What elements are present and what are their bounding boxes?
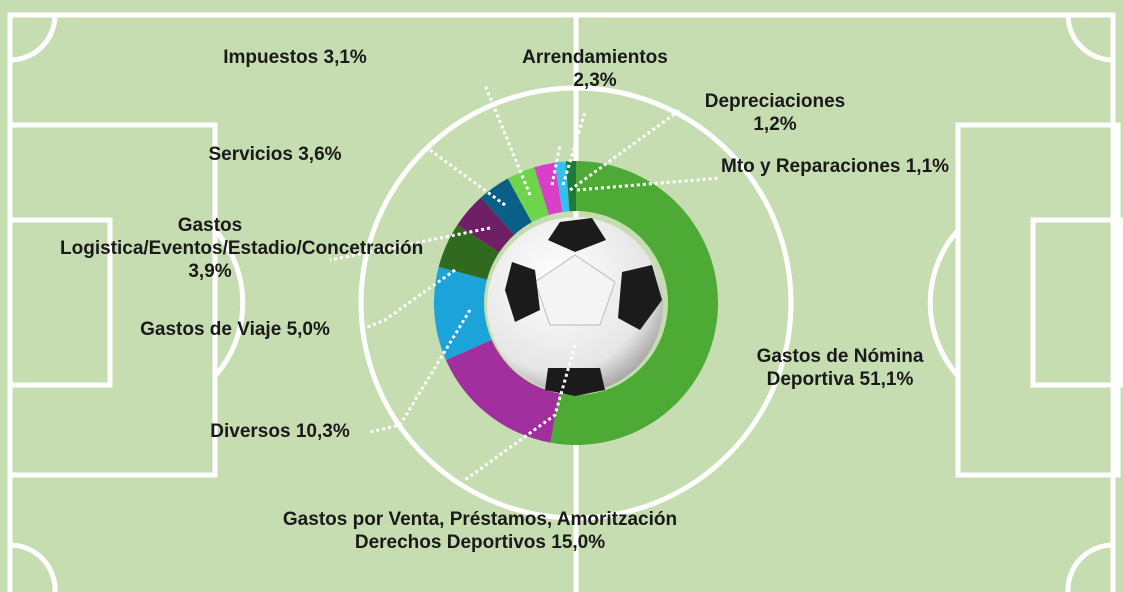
slice-label: Gastos Logistica/Eventos/Estadio/Concetr… xyxy=(60,214,423,283)
value-label: 2,3% xyxy=(573,70,617,91)
slice xyxy=(565,161,576,212)
value-label: 3,6% xyxy=(298,144,342,165)
donut xyxy=(434,161,719,446)
slice-label: Mto y Reparaciones 1,1% xyxy=(710,155,960,178)
slice-label: Impuestos 3,1% xyxy=(180,46,410,69)
category-name: Impuestos xyxy=(223,47,319,68)
value-label: 1,1% xyxy=(905,156,950,177)
value-label: 10,3% xyxy=(295,421,350,442)
slice xyxy=(445,339,560,443)
category-name: Gastos por Venta, Préstamos, Amorització… xyxy=(282,509,678,553)
slice-label: Depreciaciones 1,2% xyxy=(690,90,860,136)
value-label: 15,0% xyxy=(551,532,606,553)
slice-label: Gastos por Venta, Préstamos, Amorització… xyxy=(260,508,700,554)
slice-label: Arrendamientos 2,3% xyxy=(500,46,690,92)
slice-label: Gastos de Nómina Deportiva 51,1% xyxy=(730,345,950,391)
category-name: Diversos xyxy=(210,421,291,442)
ball xyxy=(487,217,663,396)
category-name: Arrendamientos xyxy=(522,47,668,68)
leader-lines xyxy=(329,84,721,482)
slice xyxy=(550,161,719,446)
value-label: 1,2% xyxy=(753,114,797,135)
category-name: Depreciaciones xyxy=(704,91,846,112)
category-name: Gastos Logistica/Eventos/Estadio/Concetr… xyxy=(60,215,424,259)
value-label: 51,1% xyxy=(859,369,914,390)
field-lines xyxy=(7,12,1123,592)
value-label: 3,1% xyxy=(323,47,367,68)
slice-label: Diversos 10,3% xyxy=(180,420,380,443)
slice xyxy=(554,161,570,213)
category-name: Gastos de Viaje xyxy=(140,319,282,340)
slice-label: Servicios 3,6% xyxy=(170,143,380,166)
slice xyxy=(457,197,515,253)
category-name: Servicios xyxy=(208,144,293,165)
value-label: 5,0% xyxy=(286,319,330,340)
slice xyxy=(438,224,500,280)
slice-label: Gastos de Viaje 5,0% xyxy=(100,318,370,341)
value-label: 3,9% xyxy=(188,261,232,282)
slice xyxy=(480,178,532,235)
slice xyxy=(534,162,563,216)
slice xyxy=(434,266,492,360)
category-name: Mto y Reparaciones xyxy=(720,156,901,177)
category-name: Gastos de Nómina Deportiva xyxy=(756,346,924,390)
